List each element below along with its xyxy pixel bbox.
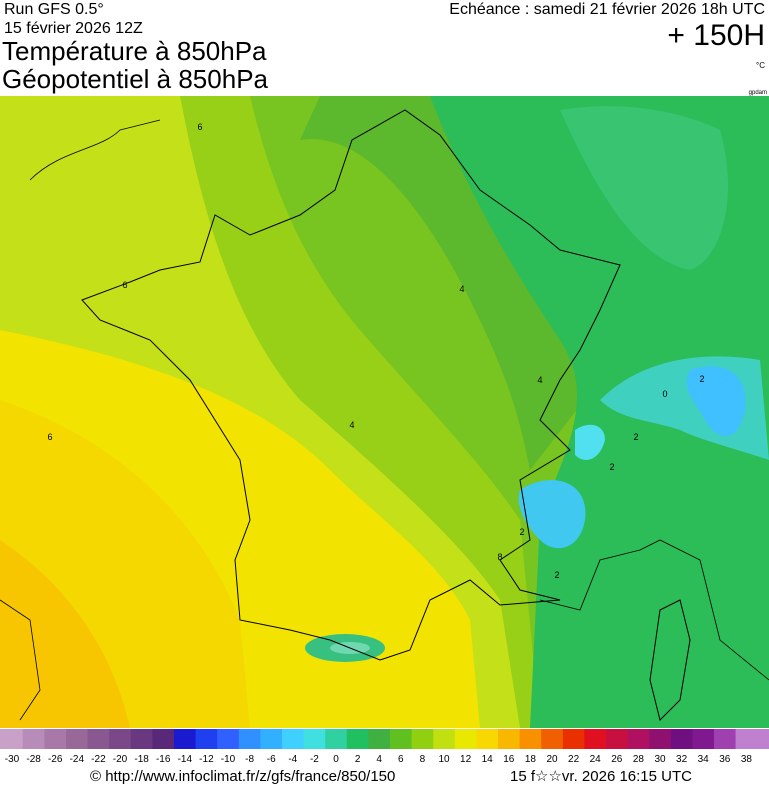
legend-label: -24 [70,754,85,765]
legend-label: -20 [113,754,128,765]
legend-swatch [476,729,499,749]
legend-label: 38 [741,754,753,765]
legend-label: 36 [719,754,731,765]
valid-time: Echéance : samedi 21 février 2026 18h UT… [449,1,765,18]
legend-swatch [606,729,629,749]
legend-label: -8 [245,754,254,765]
legend-label: -14 [178,754,193,765]
credit: gpdam [749,90,767,96]
legend-swatch [584,729,607,749]
legend-label: -2 [310,754,319,765]
legend-swatch [411,729,434,749]
unit: °C [756,61,765,70]
legend-label: 2 [355,754,361,765]
legend-swatch [735,729,758,749]
legend-swatch [498,729,521,749]
legend-swatch [541,729,564,749]
run: Run GFS 0.5° [4,1,104,18]
legend-swatch [152,729,175,749]
legend-label: -18 [134,754,149,765]
legend-swatch [562,729,585,749]
legend-swatch [66,729,89,749]
legend-label: 10 [438,754,450,765]
legend-label: 18 [525,754,537,765]
contour-label: 2 [609,462,614,472]
legend-label: 16 [503,754,515,765]
contour-label: 2 [554,570,559,580]
legend-label: 32 [676,754,688,765]
legend-swatch [195,729,218,749]
legend-label: 24 [590,754,602,765]
legend-swatch [368,729,391,749]
legend-label: -16 [156,754,171,765]
legend-swatch [346,729,369,749]
legend-label: 8 [420,754,426,765]
legend-label: 20 [546,754,558,765]
legend-swatch [390,729,413,749]
contour-label: 8 [497,552,502,562]
legend-label: 22 [568,754,580,765]
legend-label: 0 [333,754,339,765]
legend-swatch [0,729,23,749]
legend-swatch [692,729,715,749]
legend-swatch [649,729,672,749]
timestamp: 15 f☆☆vr. 2026 16:15 UTC [510,768,692,785]
legend-label: -26 [48,754,63,765]
legend-swatch [454,729,477,749]
legend-label: -10 [221,754,236,765]
legend-swatch [238,729,261,749]
legend-swatch [303,729,326,749]
legend-swatch [109,729,132,749]
title: Géopotentiel à 850hPa [2,64,269,94]
contour-label: 2 [699,374,704,384]
run-date: 15 février 2026 12Z [4,20,143,37]
legend-label: -6 [267,754,276,765]
lead-time: + 150H [667,19,765,52]
legend-label: -12 [199,754,214,765]
legend-swatch [627,729,650,749]
legend-label: 14 [482,754,494,765]
title: Température à 850hPa [2,36,267,66]
legend-swatch [130,729,153,749]
legend-label: 12 [460,754,472,765]
contour-label: 6 [122,280,127,290]
legend-swatch [217,729,240,749]
source-url: © http://www.infoclimat.fr/z/gfs/france/… [90,768,395,785]
contour-label: 0 [662,389,667,399]
legend-label: -28 [26,754,41,765]
legend-swatch [260,729,283,749]
legend-swatch [282,729,305,749]
contour-label: 6 [47,432,52,442]
legend-label: -30 [5,754,20,765]
legend-swatch [22,729,45,749]
legend-label: 34 [698,754,710,765]
legend-swatch [433,729,456,749]
legend-label: -4 [288,754,297,765]
legend-swatch [325,729,348,749]
legend-label: 4 [376,754,382,765]
legend-swatch [174,729,197,749]
contour-label: 2 [633,432,638,442]
legend-label: 30 [654,754,666,765]
legend-label: 6 [398,754,404,765]
contour-label: 6 [197,122,202,132]
legend-swatch [87,729,110,749]
legend-swatch [670,729,693,749]
contour-label: 4 [459,284,464,294]
contour-label: 4 [349,420,354,430]
contour-label: 4 [537,375,542,385]
map: 6 6 4 4 4 2 2 0 2 2 2 6 8 [0,96,769,728]
legend-swatch [44,729,67,749]
legend-swatch [714,729,737,749]
legend-label: 26 [611,754,623,765]
legend: -30 -28 -26 -24 -22 -20 -18 -16 -14 -12 -10 -8 -6 -4-… [0,729,769,765]
legend-label: 28 [633,754,645,765]
legend-label: -22 [91,754,106,765]
contour-label: 2 [519,527,524,537]
legend-swatch [519,729,542,749]
